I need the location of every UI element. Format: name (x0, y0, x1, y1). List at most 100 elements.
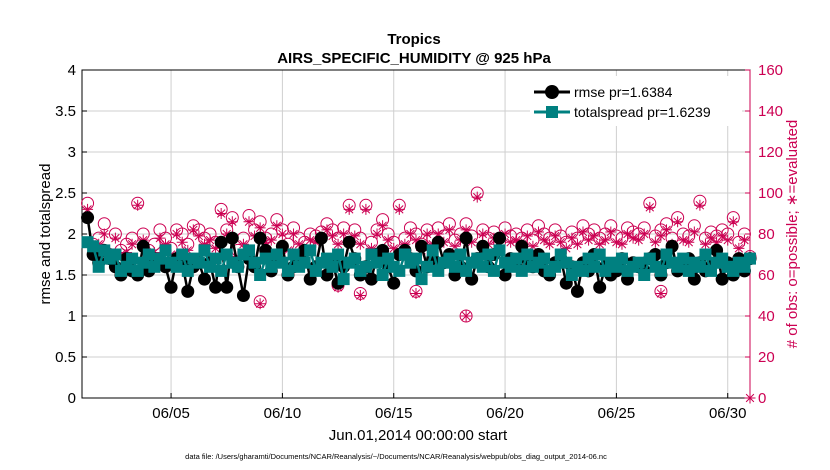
totalspread-point (654, 264, 667, 277)
y-right-tick-label: 80 (758, 226, 775, 243)
legend-box (530, 76, 742, 126)
obs-evaluated-point (688, 226, 700, 238)
obs-evaluated-point (449, 240, 461, 252)
obs-evaluated-point (527, 240, 539, 252)
obs-evaluated-point (254, 222, 266, 234)
totalspread-point (487, 264, 500, 277)
rmse-point (493, 231, 506, 245)
rmse-point (593, 280, 607, 294)
totalspread-point (410, 252, 422, 265)
totalspread-point (577, 264, 589, 277)
totalspread-point (209, 252, 222, 265)
totalspread-point (231, 260, 244, 273)
obs-evaluated-point (377, 220, 389, 232)
y-left-tick-label: 2.5 (55, 185, 76, 202)
totalspread-point (142, 248, 155, 261)
totalspread-point (176, 248, 189, 261)
totalspread-point (371, 256, 384, 269)
chart-title: Tropics (387, 31, 440, 48)
obs-evaluated-point (126, 238, 138, 250)
y-right-tick-label: 100 (758, 185, 783, 202)
legend-totalspread-marker (546, 106, 558, 118)
obs-evaluated-point (260, 236, 272, 248)
obs-evaluated-point (443, 224, 455, 236)
obs-evaluated-point (276, 228, 288, 240)
obs-evaluated-point (638, 228, 650, 240)
totalspread-point (326, 260, 339, 273)
x-tick-label: 06/20 (486, 405, 524, 422)
totalspread-point (393, 264, 406, 277)
obs-evaluated-point (393, 203, 405, 215)
totalspread-point (304, 244, 317, 257)
obs-evaluated-point (605, 226, 617, 238)
rmse-point (164, 280, 178, 294)
y-right-tick-label: 120 (758, 144, 783, 161)
obs-evaluated-point (98, 228, 110, 240)
obs-evaluated-point (221, 228, 233, 240)
totalspread-point (348, 252, 361, 265)
obs-evaluated-point (649, 236, 661, 248)
obs-evaluated-point (505, 236, 517, 248)
totalspread-point (476, 260, 489, 273)
obs-evaluated-point (421, 228, 433, 240)
rmse-point (415, 239, 429, 253)
x-axis-label: Jun.01,2014 00:00:00 start (329, 427, 508, 444)
obs-evaluated-point (365, 242, 377, 254)
obs-evaluated-point (254, 298, 266, 310)
totalspread-point (615, 252, 628, 265)
obs-evaluated-point (271, 220, 283, 232)
rmse-point (181, 284, 195, 298)
totalspread-point (120, 260, 133, 273)
obs-evaluated-point (354, 290, 366, 301)
obs-evaluated-point (677, 234, 689, 246)
totalspread-point (376, 269, 389, 281)
y-right-tick-label: 40 (758, 308, 775, 325)
totalspread-point (699, 248, 712, 261)
legend-totalspread-label: totalspread pr=1.6239 (574, 104, 711, 120)
obs-evaluated-point (265, 234, 277, 246)
obs-evaluated-point (571, 238, 583, 250)
rmse-point (387, 276, 401, 290)
totalspread-point (482, 248, 495, 261)
legend: rmse pr=1.6384 totalspread pr=1.6239 (530, 76, 742, 126)
totalspread-point (359, 260, 372, 273)
rmse-point (570, 284, 584, 298)
obs-evaluated-point (460, 224, 472, 236)
x-tick-label: 06/25 (598, 405, 636, 422)
y-left-tick-label: 3 (68, 144, 76, 161)
totalspread-point (493, 244, 506, 257)
obs-evaluated-point (215, 208, 227, 219)
obs-evaluated-point (655, 230, 667, 242)
rmse-point (81, 211, 95, 225)
y-right-tick-label: 0 (758, 390, 766, 407)
totalspread-point (265, 260, 278, 273)
totalspread-point (192, 256, 205, 269)
totalspread-point (521, 248, 534, 261)
obs-evaluated-point (243, 216, 255, 228)
obs-evaluated-point (627, 232, 639, 244)
obs-evaluated-point (722, 234, 734, 246)
rmse-point (364, 272, 378, 286)
obs-evaluated-point (343, 203, 355, 215)
totalspread-point (454, 248, 467, 261)
obs-evaluated-point (610, 236, 622, 248)
obs-evaluated-point (410, 287, 422, 299)
rmse-point (197, 272, 211, 286)
y-left-tick-label: 2 (68, 226, 76, 243)
obs-evaluated-point (672, 216, 684, 228)
x-tick-label: 06/30 (709, 405, 747, 422)
totalspread-point (638, 269, 651, 281)
obs-evaluated-point (160, 238, 171, 250)
rmse-point (220, 280, 234, 294)
rmse-point (209, 280, 223, 294)
totalspread-point (287, 248, 300, 261)
totalspread-point (421, 260, 434, 273)
x-tick-label: 06/10 (264, 405, 302, 422)
obs-evaluated-point (198, 238, 210, 250)
obs-evaluated-point (683, 236, 695, 248)
obs-evaluated-point (354, 238, 366, 250)
totalspread-point (515, 264, 528, 277)
axis-ticks: 06/05 06/10 06/15 06/20 06/25 06/30 0 0.5 1 1.5 2 2… (55, 62, 783, 422)
totalspread-point (693, 260, 706, 273)
totalspread-point (248, 256, 261, 269)
